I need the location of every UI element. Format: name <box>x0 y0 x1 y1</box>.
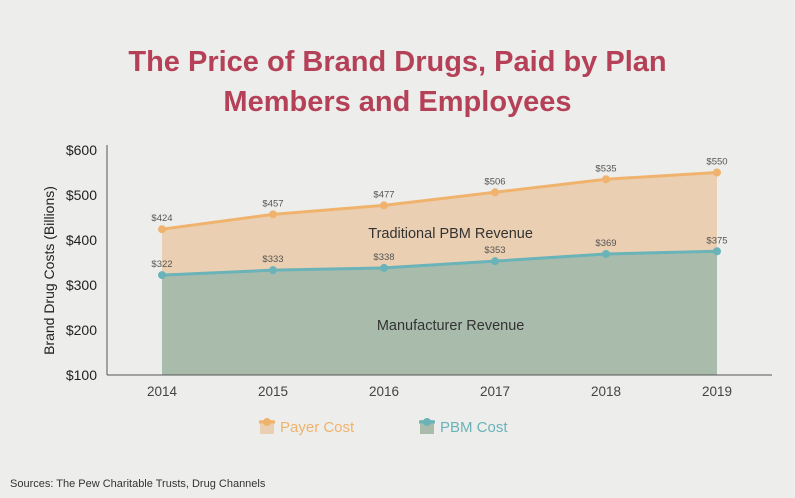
pbm-cost-point <box>491 257 499 266</box>
pbm-cost-point <box>158 271 166 280</box>
pbm-cost-data-label: $353 <box>484 245 505 256</box>
x-tick-label: 2018 <box>591 384 621 399</box>
x-tick-label: 2017 <box>480 384 510 399</box>
payer-cost-line <box>161 171 718 231</box>
x-tick-label: 2016 <box>369 384 399 399</box>
pbm-cost-point <box>269 266 277 275</box>
pbm-cost-point <box>380 263 388 272</box>
payer-cost-data-label: $477 <box>373 189 394 200</box>
legend-marker-payer-cost <box>263 418 271 426</box>
source-note: Sources: The Pew Charitable Trusts, Drug… <box>10 478 266 490</box>
payer-cost-point <box>602 175 610 184</box>
payer-cost-point <box>713 168 721 177</box>
payer-cost-area <box>162 172 717 276</box>
y-axis-label: Brand Drug Costs (Billions) <box>41 186 57 355</box>
pbm-cost-data-label: $369 <box>595 238 616 249</box>
traditional-pbm-revenue-label: Traditional PBM Revenue <box>368 226 533 242</box>
pbm-cost-line <box>161 249 718 277</box>
pbm-cost-data-label: $338 <box>373 252 394 263</box>
y-tick-label: $600 <box>66 142 97 158</box>
legend-label-pbm-cost: PBM Cost <box>440 419 508 436</box>
y-tick-label: $500 <box>66 187 97 203</box>
y-tick-label: $100 <box>66 367 97 383</box>
y-tick-label: $200 <box>66 322 97 338</box>
pbm-cost-data-label: $333 <box>262 254 283 265</box>
payer-cost-data-label: $506 <box>484 176 505 187</box>
payer-cost-data-label: $535 <box>595 163 616 174</box>
payer-cost-data-label: $550 <box>706 157 727 168</box>
chart-title-line2: Members and Employees <box>223 86 572 118</box>
payer-cost-point <box>269 210 277 219</box>
x-tick-label: 2019 <box>702 384 732 399</box>
legend-marker-pbm-cost <box>423 418 431 426</box>
legend-label-payer-cost: Payer Cost <box>280 419 355 436</box>
chart-title-line1: The Price of Brand Drugs, Paid by Plan <box>128 46 667 78</box>
payer-cost-point <box>380 201 388 210</box>
payer-cost-point <box>491 188 499 197</box>
x-tick-label: 2015 <box>258 384 288 399</box>
manufacturer-revenue-label: Manufacturer Revenue <box>377 318 525 334</box>
pbm-cost-point <box>713 247 721 256</box>
payer-cost-point <box>158 225 166 234</box>
pbm-cost-area <box>162 251 717 375</box>
chart-title: The Price of Brand Drugs, Paid by Plan M… <box>0 42 795 122</box>
payer-cost-data-label: $457 <box>262 198 283 209</box>
payer-cost-data-label: $424 <box>151 213 172 224</box>
x-tick-label: 2014 <box>147 384 178 399</box>
pbm-cost-data-label: $322 <box>151 259 172 270</box>
pbm-cost-point <box>602 249 610 258</box>
pbm-cost-data-label: $375 <box>706 235 727 246</box>
y-tick-label: $400 <box>66 232 97 248</box>
y-tick-label: $300 <box>66 277 97 293</box>
